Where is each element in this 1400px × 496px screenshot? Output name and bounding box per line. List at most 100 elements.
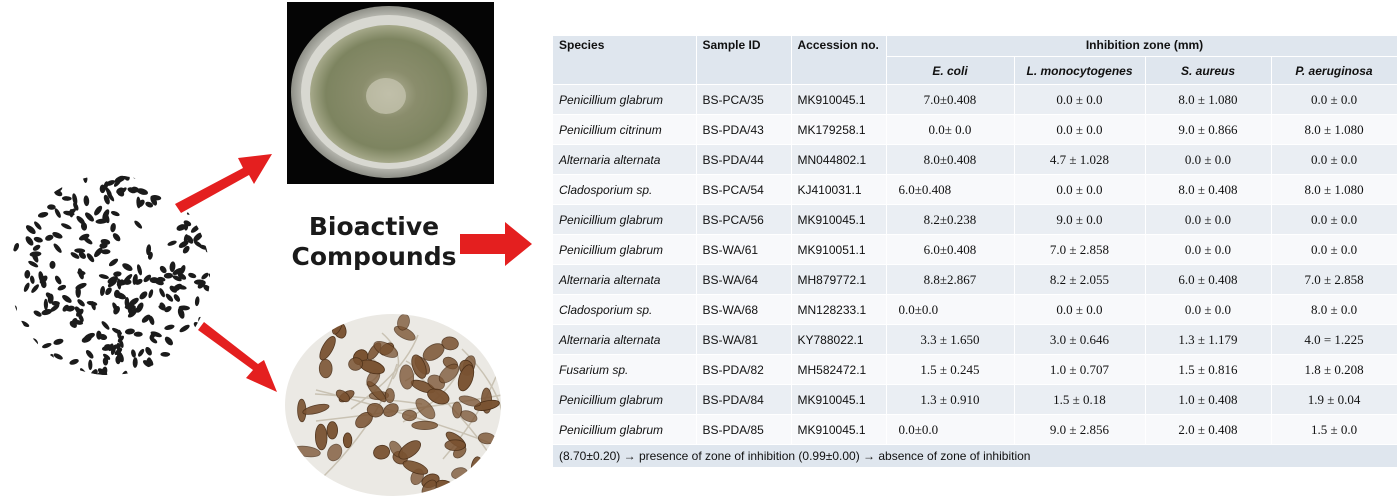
p-aeruginosa-cell: 7.0 ± 2.858 (1271, 264, 1398, 295)
table-row: Penicillium glabrum BS-PDA/85 MK910045.1 0.… (553, 414, 1398, 445)
ecoli-cell: 6.0±0.408 (886, 234, 1015, 265)
table-row: Penicillium glabrum BS-PCA/35 MK910045.1 7.… (553, 84, 1398, 115)
s-aureus-cell: 0.0 ± 0.0 (1145, 234, 1272, 265)
s-aureus-cell: 9.0 ± 0.866 (1145, 114, 1272, 145)
sample-id-cell: BS-PDA/44 (696, 144, 792, 175)
species-cell: Penicillium glabrum (553, 414, 697, 445)
p-aeruginosa-cell: 1.5 ± 0.0 (1271, 414, 1398, 445)
species-cell: Cladosporium sp. (553, 174, 697, 205)
s-aureus-cell: 1.3 ± 1.179 (1145, 324, 1272, 355)
ecoli-cell: 1.3 ± 0.910 (886, 384, 1015, 415)
ecoli-cell: 6.0±0.408 (886, 174, 1015, 205)
sample-id-cell: BS-PCA/56 (696, 204, 792, 235)
s-aureus-cell: 0.0 ± 0.0 (1145, 294, 1272, 325)
p-aeruginosa-cell: 1.9 ± 0.04 (1271, 384, 1398, 415)
table-row: Cladosporium sp. BS-WA/68 MN128233.1 0.0±0.… (553, 294, 1398, 325)
species-cell: Penicillium citrinum (553, 114, 697, 145)
l-monocytogenes-cell: 7.0 ± 2.858 (1014, 234, 1146, 265)
header-sample-id: Sample ID (696, 36, 792, 85)
accession-cell: MN044802.1 (791, 144, 887, 175)
l-monocytogenes-cell: 1.5 ± 0.18 (1014, 384, 1146, 415)
header-accession: Accession no. (791, 36, 887, 85)
accession-cell: MK910051.1 (791, 234, 887, 265)
p-aeruginosa-cell: 8.0 ± 0.0 (1271, 294, 1398, 325)
l-monocytogenes-cell: 0.0 ± 0.0 (1014, 84, 1146, 115)
l-monocytogenes-cell: 9.0 ± 2.856 (1014, 414, 1146, 445)
accession-cell: MK910045.1 (791, 84, 887, 115)
sample-id-cell: BS-PDA/84 (696, 384, 792, 415)
s-aureus-cell: 8.0 ± 0.408 (1145, 174, 1272, 205)
arrow-to-spores (198, 322, 277, 392)
table-row: Fusarium sp. BS-PDA/82 MH582472.1 1.5 ± 0.2… (553, 354, 1398, 385)
ecoli-cell: 3.3 ± 1.650 (886, 324, 1015, 355)
p-aeruginosa-cell: 4.0 = 1.225 (1271, 324, 1398, 355)
l-monocytogenes-cell: 9.0 ± 0.0 (1014, 204, 1146, 235)
species-cell: Penicillium glabrum (553, 84, 697, 115)
header-l-monocytogenes: L. monocytogenes (1014, 56, 1146, 85)
sample-id-cell: BS-WA/64 (696, 264, 792, 295)
accession-cell: MH582472.1 (791, 354, 887, 385)
s-aureus-cell: 8.0 ± 1.080 (1145, 84, 1272, 115)
p-aeruginosa-cell: 0.0 ± 0.0 (1271, 234, 1398, 265)
arrow-to-petri-dish (175, 154, 272, 213)
ecoli-cell: 1.5 ± 0.245 (886, 354, 1015, 385)
s-aureus-cell: 2.0 ± 0.408 (1145, 414, 1272, 445)
l-monocytogenes-cell: 0.0 ± 0.0 (1014, 174, 1146, 205)
s-aureus-cell: 6.0 ± 0.408 (1145, 264, 1272, 295)
species-cell: Penicillium glabrum (553, 384, 697, 415)
header-inhibition-zone: Inhibition zone (mm) (886, 36, 1398, 57)
black-seeds-image (10, 175, 210, 375)
table-footnote: (8.70±0.20) → presence of zone of inhibi… (553, 444, 1398, 468)
accession-cell: MN128233.1 (791, 294, 887, 325)
accession-cell: MK910045.1 (791, 204, 887, 235)
table-row: Alternaria alternata BS-WA/81 KY788022.1 3.… (553, 324, 1398, 355)
l-monocytogenes-cell: 0.0 ± 0.0 (1014, 114, 1146, 145)
table-row: Alternaria alternata BS-WA/64 MH879772.1 8.… (553, 264, 1398, 295)
sample-id-cell: BS-PDA/85 (696, 414, 792, 445)
table-row: Penicillium glabrum BS-PCA/56 MK910045.1 8.… (553, 204, 1398, 235)
heading-line-1: Bioactive (308, 212, 440, 241)
bioactive-compounds-graphic (10, 2, 532, 496)
ecoli-cell: 8.2±0.238 (886, 204, 1015, 235)
accession-cell: MK910045.1 (791, 414, 887, 445)
s-aureus-cell: 1.0 ± 0.408 (1145, 384, 1272, 415)
sample-id-cell: BS-PDA/82 (696, 354, 792, 385)
accession-cell: MK910045.1 (791, 384, 887, 415)
header-ecoli: E. coli (886, 56, 1015, 85)
l-monocytogenes-cell: 1.0 ± 0.707 (1014, 354, 1146, 385)
ecoli-cell: 0.0± 0.0 (886, 114, 1015, 145)
species-cell: Alternaria alternata (553, 324, 697, 355)
ecoli-cell: 8.8±2.867 (886, 264, 1015, 295)
heading-line-2: Compounds (291, 242, 457, 271)
l-monocytogenes-cell: 4.7 ± 1.028 (1014, 144, 1146, 175)
species-cell: Cladosporium sp. (553, 294, 697, 325)
table-row: Penicillium citrinum BS-PDA/43 MK179258.1 0… (553, 114, 1398, 145)
p-aeruginosa-cell: 0.0 ± 0.0 (1271, 204, 1398, 235)
accession-cell: MH879772.1 (791, 264, 887, 295)
ecoli-cell: 0.0±0.0 (886, 414, 1015, 445)
sample-id-cell: BS-PCA/35 (696, 84, 792, 115)
inhibition-zone-table: Species Sample ID Accession no. Inhibiti… (553, 36, 1398, 468)
species-cell: Penicillium glabrum (553, 204, 697, 235)
table-row: Penicillium glabrum BS-WA/61 MK910051.1 6.0… (553, 234, 1398, 265)
sample-id-cell: BS-PDA/43 (696, 114, 792, 145)
s-aureus-cell: 1.5 ± 0.816 (1145, 354, 1272, 385)
p-aeruginosa-cell: 0.0 ± 0.0 (1271, 144, 1398, 175)
l-monocytogenes-cell: 8.2 ± 2.055 (1014, 264, 1146, 295)
table-row: Cladosporium sp. BS-PCA/54 KJ410031.1 6.0±0… (553, 174, 1398, 205)
table-row: Alternaria alternata BS-PDA/44 MN044802.1 8… (553, 144, 1398, 175)
species-cell: Penicillium glabrum (553, 234, 697, 265)
p-aeruginosa-cell: 8.0 ± 1.080 (1271, 114, 1398, 145)
species-cell: Alternaria alternata (553, 264, 697, 295)
accession-cell: KJ410031.1 (791, 174, 887, 205)
accession-cell: KY788022.1 (791, 324, 887, 355)
header-s-aureus: S. aureus (1145, 56, 1272, 85)
ecoli-cell: 0.0±0.0 (886, 294, 1015, 325)
petri-dish-image (287, 2, 494, 184)
l-monocytogenes-cell: 3.0 ± 0.646 (1014, 324, 1146, 355)
sample-id-cell: BS-WA/81 (696, 324, 792, 355)
species-cell: Fusarium sp. (553, 354, 697, 385)
p-aeruginosa-cell: 8.0 ± 1.080 (1271, 174, 1398, 205)
fungal-spores-micrograph (285, 314, 501, 496)
bioactive-compounds-heading: Bioactive Compounds (290, 212, 458, 272)
